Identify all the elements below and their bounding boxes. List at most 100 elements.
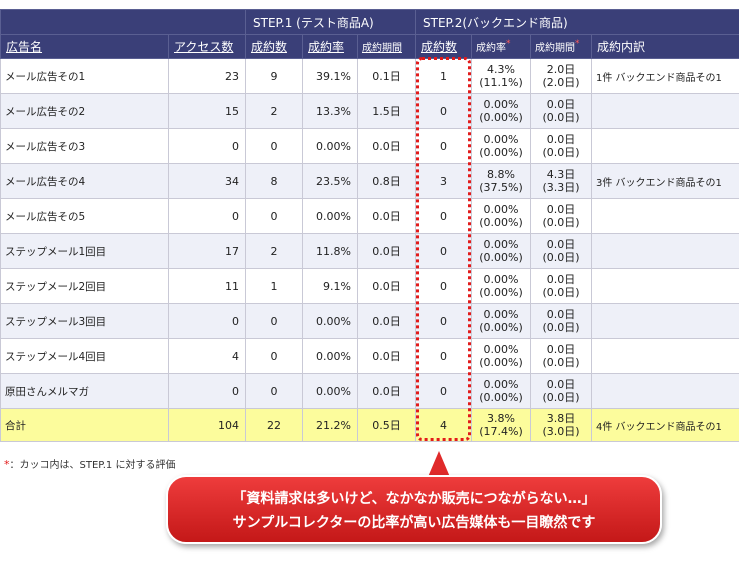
- header-row-steps: STEP.1 (テスト商品A) STEP.2(バックエンド商品): [0, 9, 739, 35]
- s1-rate-cell: 11.8%: [302, 233, 358, 269]
- s2-period-cell: 3.8日 (3.0日): [530, 408, 593, 442]
- s1-conversions-cell: 9: [245, 58, 303, 94]
- s2-rate-cell-main: 0.00%: [483, 343, 519, 356]
- header-row-columns: 広告名 アクセス数 成約数 成約率 成約期間 成約数 成約率* 成約期間* 成約…: [0, 34, 739, 59]
- s2-rate-cell-main: 0.00%: [483, 308, 519, 321]
- detail-cell: [591, 338, 739, 374]
- table-row: メール広告その4 34 8 23.5% 0.8日 3 8.8% (37.5%) 4.3日 (3.3…: [0, 163, 739, 199]
- detail-cell: [591, 303, 739, 339]
- s2-period-cell-main: 0.0日: [546, 308, 576, 321]
- s2-rate-cell-main: 0.00%: [483, 238, 519, 251]
- s2-rate-cell: 0.00% (0.00%): [471, 303, 532, 339]
- total-row: 合計 104 22 21.2% 0.5日 4 3.8% (17.4%) 3.8日 (3.0日) 4件…: [0, 408, 739, 442]
- s2-period-cell: 2.0日 (2.0日): [530, 58, 593, 94]
- s2-rate-cell-main: 0.00%: [483, 133, 519, 146]
- ad-name-cell: ステップメール2回目: [0, 268, 169, 304]
- s1-rate-cell: 13.3%: [302, 93, 358, 129]
- s1-conversions-cell: 0: [245, 128, 303, 164]
- s2-period-cell: 0.0日 (0.0日): [530, 233, 593, 269]
- access-count-cell: 0: [168, 128, 246, 164]
- footnote: *：カッコ内は、STEP.1 に対する評価: [4, 456, 175, 471]
- s2-period-cell: 4.3日 (3.3日): [530, 163, 593, 199]
- detail-cell: 3件 バックエンド商品その1: [591, 163, 739, 199]
- s2-rate-cell: 0.00% (0.00%): [471, 233, 532, 269]
- s1-conversions-cell: 0: [245, 373, 303, 409]
- step1-header: STEP.1 (テスト商品A): [244, 9, 417, 35]
- s1-period-cell: 0.0日: [356, 373, 417, 409]
- col-s1-conversions[interactable]: 成約数: [245, 34, 303, 59]
- s2-period-cell-main: 3.8日: [546, 412, 576, 425]
- s2-period-cell-main: 0.0日: [546, 98, 576, 111]
- callout-line-1: 「資料請求は多いけど、なかなか販売につながらない…」: [232, 491, 596, 507]
- s2-rate-cell-sub: (17.4%): [479, 425, 523, 438]
- s1-period-cell: 0.8日: [356, 163, 417, 199]
- s2-conversions-cell: 0: [415, 128, 473, 164]
- s2-rate-cell-sub: (11.1%): [479, 76, 523, 89]
- detail-cell: [591, 268, 739, 304]
- s1-conversions-cell: 0: [245, 198, 303, 234]
- col-s1-period[interactable]: 成約期間: [356, 34, 417, 59]
- s1-rate-cell: 0.00%: [302, 338, 358, 374]
- s2-rate-cell-main: 0.00%: [483, 273, 519, 286]
- detail-cell: 4件 バックエンド商品その1: [591, 408, 739, 442]
- s1-period-cell: 0.0日: [356, 303, 417, 339]
- col-ad-name[interactable]: 広告名: [0, 34, 169, 59]
- ad-performance-table: STEP.1 (テスト商品A) STEP.2(バックエンド商品) 広告名 アクセ…: [0, 9, 739, 442]
- detail-cell: [591, 93, 739, 129]
- table-row: ステップメール1回目 17 2 11.8% 0.0日 0 0.00% (0.00%) 0.0日(…: [0, 233, 739, 269]
- s2-period-cell-main: 4.3日: [546, 168, 576, 181]
- s2-conversions-cell: 0: [415, 233, 473, 269]
- s2-period-cell: 0.0日 (0.0日): [530, 373, 593, 409]
- access-count-cell: 23: [168, 58, 246, 94]
- access-count-cell: 0: [168, 303, 246, 339]
- s1-rate-cell: 21.2%: [302, 408, 358, 442]
- s2-rate-cell: 0.00% (0.00%): [471, 128, 532, 164]
- col-s2-period[interactable]: 成約期間*: [530, 34, 593, 59]
- col-s2-conversions[interactable]: 成約数: [415, 34, 473, 59]
- s2-period-cell-main: 0.0日: [546, 378, 576, 391]
- s1-period-cell: 0.0日: [356, 233, 417, 269]
- s2-period-cell-sub: (3.3日): [542, 181, 580, 194]
- ad-name-cell: 合計: [0, 408, 169, 442]
- s2-period-cell: 0.0日 (0.0日): [530, 198, 593, 234]
- table-row: メール広告その2 15 2 13.3% 1.5日 0 0.00% (0.00%) 0.0日 (0.…: [0, 93, 739, 129]
- access-count-cell: 17: [168, 233, 246, 269]
- s2-period-cell-main: 0.0日: [546, 273, 576, 286]
- col-detail: 成約内訳: [591, 34, 739, 59]
- s1-conversions-cell: 2: [245, 233, 303, 269]
- table-row: メール広告その1 23 9 39.1% 0.1日 1 4.3% (11.1%) 2.0日 (2.0…: [0, 58, 739, 94]
- callout-pointer: [428, 451, 450, 477]
- s2-rate-cell-sub: (37.5%): [479, 181, 523, 194]
- ad-name-cell: ステップメール1回目: [0, 233, 169, 269]
- s2-period-cell-sub: (0.0日): [542, 251, 580, 264]
- s2-period-cell-sub: (0.0日): [542, 356, 580, 369]
- s2-rate-cell: 8.8% (37.5%): [471, 163, 532, 199]
- s2-period-cell-sub: (2.0日): [542, 76, 580, 89]
- ad-name-cell: メール広告その3: [0, 128, 169, 164]
- ad-name-cell: メール広告その1: [0, 58, 169, 94]
- col-s2-rate[interactable]: 成約率*: [471, 34, 532, 59]
- s2-rate-cell-sub: (0.00%): [479, 216, 523, 229]
- table-row: メール広告その3 0 0 0.00% 0.0日 0 0.00% (0.00%) 0.0日 (0.0…: [0, 128, 739, 164]
- s2-rate-cell-sub: (0.00%): [479, 286, 523, 299]
- ad-name-cell: 原田さんメルマガ: [0, 373, 169, 409]
- s2-rate-cell-main: 3.8%: [487, 412, 515, 425]
- s2-rate-cell-sub: (0.00%): [479, 251, 523, 264]
- table-row: ステップメール4回目 4 0 0.00% 0.0日 0 0.00% (0.00%) 0.0日 (0…: [0, 338, 739, 374]
- col-s1-rate[interactable]: 成約率: [302, 34, 358, 59]
- s2-rate-cell: 3.8% (17.4%): [471, 408, 532, 442]
- ad-name-cell: メール広告その4: [0, 163, 169, 199]
- s2-rate-cell-sub: (0.00%): [479, 391, 523, 404]
- s1-rate-cell: 0.00%: [302, 128, 358, 164]
- s2-conversions-cell: 3: [415, 163, 473, 199]
- s1-period-cell: 0.0日: [356, 338, 417, 374]
- detail-cell: [591, 373, 739, 409]
- s1-rate-cell: 0.00%: [302, 373, 358, 409]
- access-count-cell: 0: [168, 198, 246, 234]
- footnote-text: ：カッコ内は、STEP.1 に対する評価: [9, 460, 176, 471]
- s2-period-cell-sub: (0.0日): [542, 146, 580, 159]
- s2-period-cell-sub: (3.0日): [542, 425, 580, 438]
- callout-line-2: サンプルコレクターの比率が高い広告媒体も一目瞭然です: [232, 515, 596, 531]
- s2-rate-cell-sub: (0.00%): [479, 356, 523, 369]
- col-access[interactable]: アクセス数: [168, 34, 246, 59]
